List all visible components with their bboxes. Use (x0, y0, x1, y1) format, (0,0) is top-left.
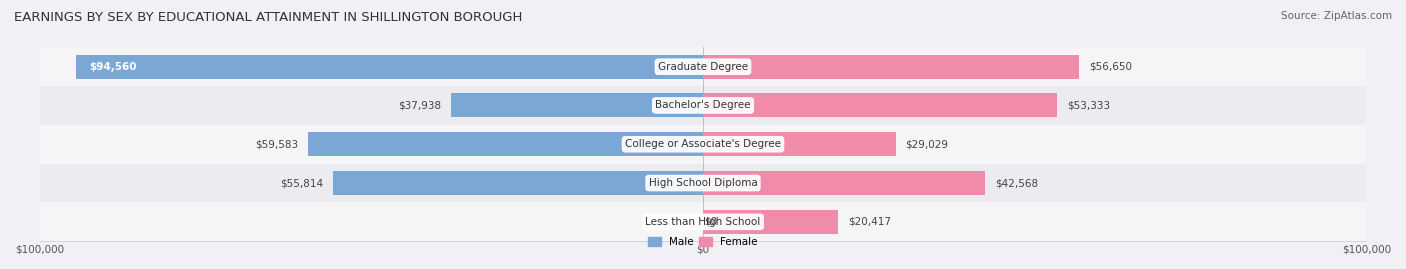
Bar (703, 132, 896, 156)
Bar (703, 93, 1057, 118)
Text: $59,583: $59,583 (254, 139, 298, 149)
Bar (308, 132, 703, 156)
Bar (39, 125, 1367, 164)
Text: Graduate Degree: Graduate Degree (658, 62, 748, 72)
Text: Less than High School: Less than High School (645, 217, 761, 227)
Text: EARNINGS BY SEX BY EDUCATIONAL ATTAINMENT IN SHILLINGTON BOROUGH: EARNINGS BY SEX BY EDUCATIONAL ATTAINMEN… (14, 11, 523, 24)
Bar (703, 210, 838, 234)
Bar (39, 164, 1367, 203)
Text: College or Associate's Degree: College or Associate's Degree (626, 139, 780, 149)
Text: $94,560: $94,560 (89, 62, 136, 72)
Text: $20,417: $20,417 (848, 217, 891, 227)
Text: $37,938: $37,938 (398, 100, 441, 111)
Bar (451, 93, 703, 118)
Text: $0: $0 (704, 217, 717, 227)
Bar (76, 55, 703, 79)
Bar (703, 55, 1078, 79)
Legend: Male, Female: Male, Female (644, 233, 762, 252)
Text: $29,029: $29,029 (905, 139, 949, 149)
Bar (39, 86, 1367, 125)
Bar (703, 171, 986, 195)
Text: $53,333: $53,333 (1067, 100, 1109, 111)
Bar (39, 203, 1367, 241)
Text: High School Diploma: High School Diploma (648, 178, 758, 188)
Bar (39, 47, 1367, 86)
Text: Bachelor's Degree: Bachelor's Degree (655, 100, 751, 111)
Bar (333, 171, 703, 195)
Text: $42,568: $42,568 (995, 178, 1039, 188)
Text: $55,814: $55,814 (280, 178, 323, 188)
Text: Source: ZipAtlas.com: Source: ZipAtlas.com (1281, 11, 1392, 21)
Text: $56,650: $56,650 (1088, 62, 1132, 72)
